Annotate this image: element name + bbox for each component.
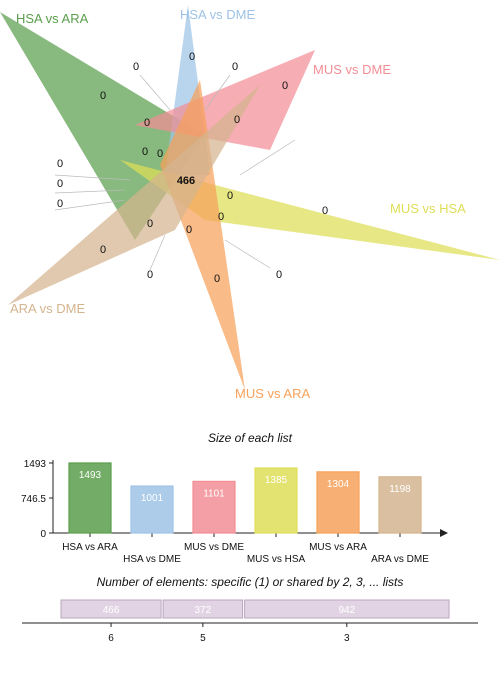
venn-diagram: HSA vs ARA HSA vs DME MUS vs DME MUS vs HSA…: [0, 5, 500, 401]
venn-region-value: 0: [57, 158, 63, 170]
venn-region-value: 0: [133, 61, 139, 73]
venn-set-ara-vs-dme: [8, 85, 260, 305]
venn-set-labels: HSA vs ARA HSA vs DME MUS vs DME MUS vs HSA…: [10, 7, 466, 401]
venn-leader-line: [224, 239, 271, 269]
venn-region-value: 0: [322, 205, 328, 217]
venn-leader-line: [149, 234, 166, 271]
shared-segment-3: [244, 599, 450, 619]
venn-leader-line: [239, 139, 296, 176]
shared-segment-6: [60, 599, 162, 619]
venn-region-value: 0: [57, 198, 63, 210]
x-tick-label: HSA vs ARA: [62, 542, 118, 553]
shared-segment-5: [162, 599, 244, 619]
x-tick-label: MUS vs DME: [184, 542, 244, 553]
y-tick-label: 0: [40, 529, 46, 540]
bar-hsa-vs-ara: [68, 462, 112, 534]
y-tick-label: 746.5: [21, 494, 46, 505]
size-chart-bars: 1493 1001 1101 1385 1304 1198: [68, 462, 422, 534]
venn-center-value: 466: [177, 175, 195, 187]
venn-region-value: 0: [232, 61, 238, 73]
x-tick-label: ARA vs DME: [371, 554, 429, 565]
bar-value-label: 1101: [203, 488, 225, 499]
venn-region-value: 0: [57, 178, 63, 190]
venn-label-hsa-vs-ara: HSA vs ARA: [16, 11, 89, 26]
shared-segment-value: 466: [103, 605, 120, 616]
shared-chart-title: Number of elements: specific (1) or shar…: [97, 575, 404, 589]
x-axis-arrow: [440, 529, 448, 537]
bar-value-label: 1385: [265, 475, 288, 486]
venn-region-value: 0: [142, 146, 148, 158]
bar-mus-vs-hsa: [254, 467, 298, 534]
venn-region-value: 0: [157, 148, 163, 160]
venn-leader-lines: [54, 74, 296, 271]
venn-region-value: 0: [147, 218, 153, 230]
venn-region-value: 0: [144, 117, 150, 129]
x-tick-label: MUS vs ARA: [309, 542, 367, 553]
venn-leader-line: [54, 174, 131, 181]
bar-mus-vs-dme: [192, 480, 236, 534]
shared-segment-value: 942: [338, 605, 355, 616]
bar-ara-vs-dme: [378, 476, 422, 534]
venn-shapes: [0, 5, 500, 390]
venn-region-value: 0: [276, 269, 282, 281]
venn-region-value: 0: [189, 51, 195, 63]
venn-label-hsa-vs-dme: HSA vs DME: [180, 7, 255, 22]
size-bar-chart: Size of each list 0 746.5 1493 HSA vs ARA HS…: [21, 431, 448, 565]
bar-value-label: 1001: [141, 493, 164, 504]
x-tick-label: MUS vs HSA: [247, 554, 306, 565]
y-tick-label: 1493: [24, 459, 47, 470]
bar-hsa-vs-dme: [130, 485, 174, 534]
venn-leader-line: [54, 189, 126, 194]
venn-label-mus-vs-ara: MUS vs ARA: [235, 386, 310, 401]
shared-segment-value: 372: [195, 605, 212, 616]
bar-value-label: 1304: [327, 479, 350, 490]
venn-region-value: 0: [147, 269, 153, 281]
venn-label-ara-vs-dme: ARA vs DME: [10, 301, 85, 316]
bar-mus-vs-ara: [316, 471, 360, 534]
venn-leader-line: [204, 74, 231, 111]
venn-region-value: 0: [227, 190, 233, 202]
shared-chart-segments: 466 6 372 5 942 3: [22, 599, 478, 644]
venn-region-value: 0: [186, 224, 192, 236]
bar-value-label: 1493: [79, 470, 102, 481]
venn-region-value: 0: [100, 90, 106, 102]
venn-region-value: 0: [100, 244, 106, 256]
venn-region-value: 0: [282, 80, 288, 92]
shared-tick-label: 5: [200, 633, 206, 644]
venn-label-mus-vs-hsa: MUS vs HSA: [390, 201, 466, 216]
bar-value-label: 1198: [389, 484, 411, 495]
shared-tick-label: 3: [344, 633, 350, 644]
venn-region-value: 0: [218, 211, 224, 223]
venn-region-value: 0: [234, 114, 240, 126]
venn-region-value: 0: [214, 273, 220, 285]
shared-tick-label: 6: [108, 633, 114, 644]
shared-elements-chart: Number of elements: specific (1) or shar…: [22, 575, 478, 644]
venn-leader-line: [54, 199, 126, 211]
venn-label-mus-vs-dme: MUS vs DME: [313, 62, 391, 77]
x-tick-label: HSA vs DME: [123, 554, 181, 565]
size-chart-title: Size of each list: [208, 431, 293, 445]
venn-leader-line: [139, 74, 171, 111]
